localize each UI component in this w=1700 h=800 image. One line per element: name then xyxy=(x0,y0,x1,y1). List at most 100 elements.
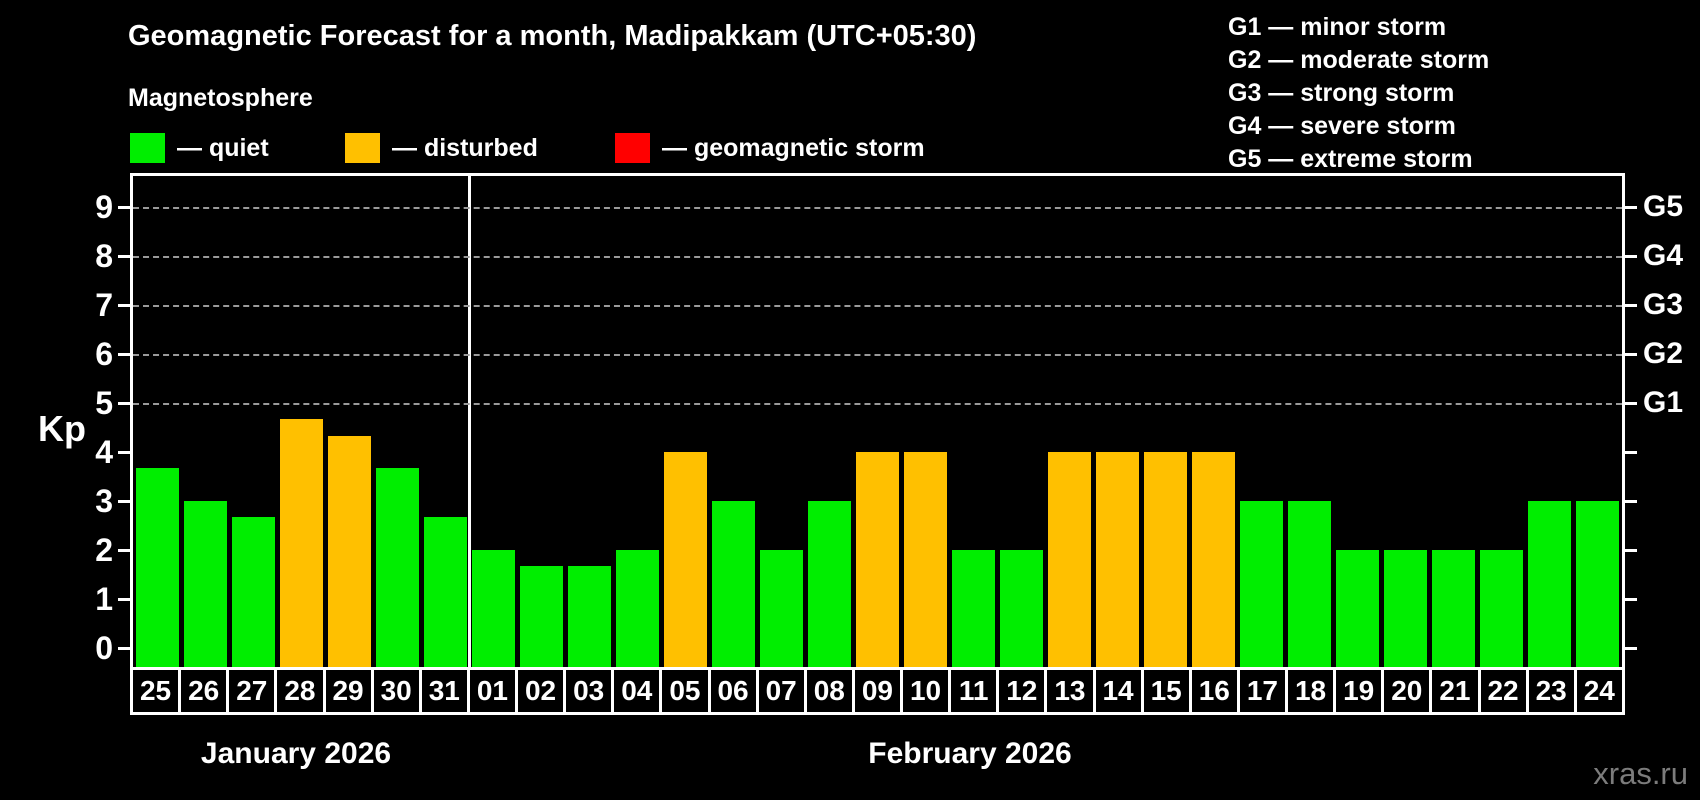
date-cell-10: 10 xyxy=(900,667,952,715)
date-cell-30: 30 xyxy=(370,667,422,715)
y-axis-tick-right-0 xyxy=(1625,647,1637,650)
kp-bar-23 xyxy=(1528,501,1572,667)
kp-bar-13 xyxy=(1048,452,1092,667)
plot-area xyxy=(133,176,1622,667)
y-axis-tick-left-5 xyxy=(118,402,130,405)
date-cell-21: 21 xyxy=(1429,667,1481,715)
kp-bar-02 xyxy=(519,566,563,667)
legend-item-disturbed: — disturbed xyxy=(345,132,538,164)
date-cell-03: 03 xyxy=(563,667,615,715)
y-axis-label-2: 2 xyxy=(95,532,113,568)
y-axis-tick-left-9 xyxy=(118,206,130,209)
kp-bar-05 xyxy=(663,452,707,667)
y-axis-label-3: 3 xyxy=(95,483,113,519)
date-cell-12: 12 xyxy=(996,667,1048,715)
storm-color-swatch xyxy=(615,133,650,163)
date-cell-26: 26 xyxy=(178,667,230,715)
legend-label-quiet: — quiet xyxy=(177,133,269,162)
plot-border-right xyxy=(1622,173,1625,667)
gridline-kp7 xyxy=(133,305,1622,307)
y-axis-tick-left-1 xyxy=(118,598,130,601)
date-cell-14: 14 xyxy=(1092,667,1144,715)
date-cell-15: 15 xyxy=(1140,667,1192,715)
kp-bar-26 xyxy=(183,501,227,667)
g-scale-axis-label-g2: G2 xyxy=(1643,337,1684,370)
date-cell-19: 19 xyxy=(1333,667,1385,715)
watermark: xras.ru xyxy=(1593,756,1688,791)
date-cell-11: 11 xyxy=(948,667,1000,715)
plot-border-top xyxy=(130,173,1625,176)
date-cell-07: 07 xyxy=(755,667,807,715)
y-axis-tick-right-7 xyxy=(1625,304,1637,307)
month-label-january: January 2026 xyxy=(200,737,392,770)
page-title: Geomagnetic Forecast for a month, Madipa… xyxy=(128,20,977,52)
kp-bar-31 xyxy=(423,517,467,667)
date-cell-16: 16 xyxy=(1188,667,1240,715)
kp-bar-21 xyxy=(1432,550,1476,667)
kp-bar-07 xyxy=(759,550,803,667)
storm-scale-legend: G1 — minor storm G2 — moderate storm G3 … xyxy=(1228,11,1489,176)
y-axis-label-9: 9 xyxy=(95,189,113,225)
date-cell-27: 27 xyxy=(226,667,278,715)
disturbed-color-swatch xyxy=(345,133,380,163)
y-axis-tick-left-0 xyxy=(118,647,130,650)
y-axis-tick-right-5 xyxy=(1625,402,1637,405)
y-axis-label-0: 0 xyxy=(95,630,113,666)
date-cell-09: 09 xyxy=(851,667,903,715)
y-axis-label-6: 6 xyxy=(95,336,113,372)
y-axis-tick-left-7 xyxy=(118,304,130,307)
storm-scale-g5: G5 — extreme storm xyxy=(1228,145,1473,173)
kp-bar-08 xyxy=(807,501,851,667)
kp-bar-25 xyxy=(135,468,179,667)
storm-scale-g3: G3 — strong storm xyxy=(1228,79,1455,107)
kp-bar-30 xyxy=(375,468,419,667)
y-axis-tick-left-4 xyxy=(118,451,130,454)
kp-bar-18 xyxy=(1288,501,1332,667)
y-axis-label-4: 4 xyxy=(95,434,113,470)
y-axis-tick-left-8 xyxy=(118,255,130,258)
kp-bar-15 xyxy=(1144,452,1188,667)
quiet-color-swatch xyxy=(130,133,165,163)
kp-bar-03 xyxy=(567,566,611,667)
legend-item-quiet: — quiet xyxy=(130,132,269,164)
magnetosphere-label: Magnetosphere xyxy=(128,84,313,112)
date-cell-31: 31 xyxy=(418,667,470,715)
kp-bar-20 xyxy=(1384,550,1428,667)
y-axis-tick-right-4 xyxy=(1625,451,1637,454)
kp-bar-01 xyxy=(471,550,515,667)
kp-bar-09 xyxy=(856,452,899,667)
kp-bar-14 xyxy=(1096,452,1140,667)
y-axis-tick-right-2 xyxy=(1625,549,1637,552)
kp-bar-17 xyxy=(1240,501,1284,667)
kp-axis-label: Kp xyxy=(38,408,86,449)
date-cell-17: 17 xyxy=(1236,667,1288,715)
y-axis-tick-left-2 xyxy=(118,549,130,552)
y-axis-tick-left-6 xyxy=(118,353,130,356)
g-scale-axis-label-g5: G5 xyxy=(1643,190,1684,223)
date-cell-06: 06 xyxy=(707,667,759,715)
legend-item-storm: — geomagnetic storm xyxy=(615,132,925,164)
date-cell-05: 05 xyxy=(659,667,711,715)
y-axis-tick-right-6 xyxy=(1625,353,1637,356)
storm-scale-g2: G2 — moderate storm xyxy=(1228,46,1490,74)
date-cell-25: 25 xyxy=(130,667,182,715)
month-label-february: February 2026 xyxy=(868,737,1072,770)
kp-bar-06 xyxy=(711,501,755,667)
date-cell-22: 22 xyxy=(1477,667,1529,715)
date-cell-23: 23 xyxy=(1525,667,1577,715)
y-axis-tick-right-9 xyxy=(1625,206,1637,209)
date-cell-20: 20 xyxy=(1381,667,1433,715)
plot-border-left xyxy=(130,173,133,667)
y-axis-label-8: 8 xyxy=(95,238,113,274)
kp-bar-10 xyxy=(904,452,948,667)
gridline-kp6 xyxy=(133,354,1622,356)
kp-bar-11 xyxy=(952,550,996,667)
storm-scale-g4: G4 — severe storm xyxy=(1228,112,1456,140)
date-cell-04: 04 xyxy=(611,667,663,715)
kp-bar-28 xyxy=(279,419,323,667)
y-axis-label-1: 1 xyxy=(95,581,113,617)
date-cell-24: 24 xyxy=(1573,667,1625,715)
kp-bar-27 xyxy=(231,517,275,667)
kp-bar-19 xyxy=(1336,550,1380,667)
